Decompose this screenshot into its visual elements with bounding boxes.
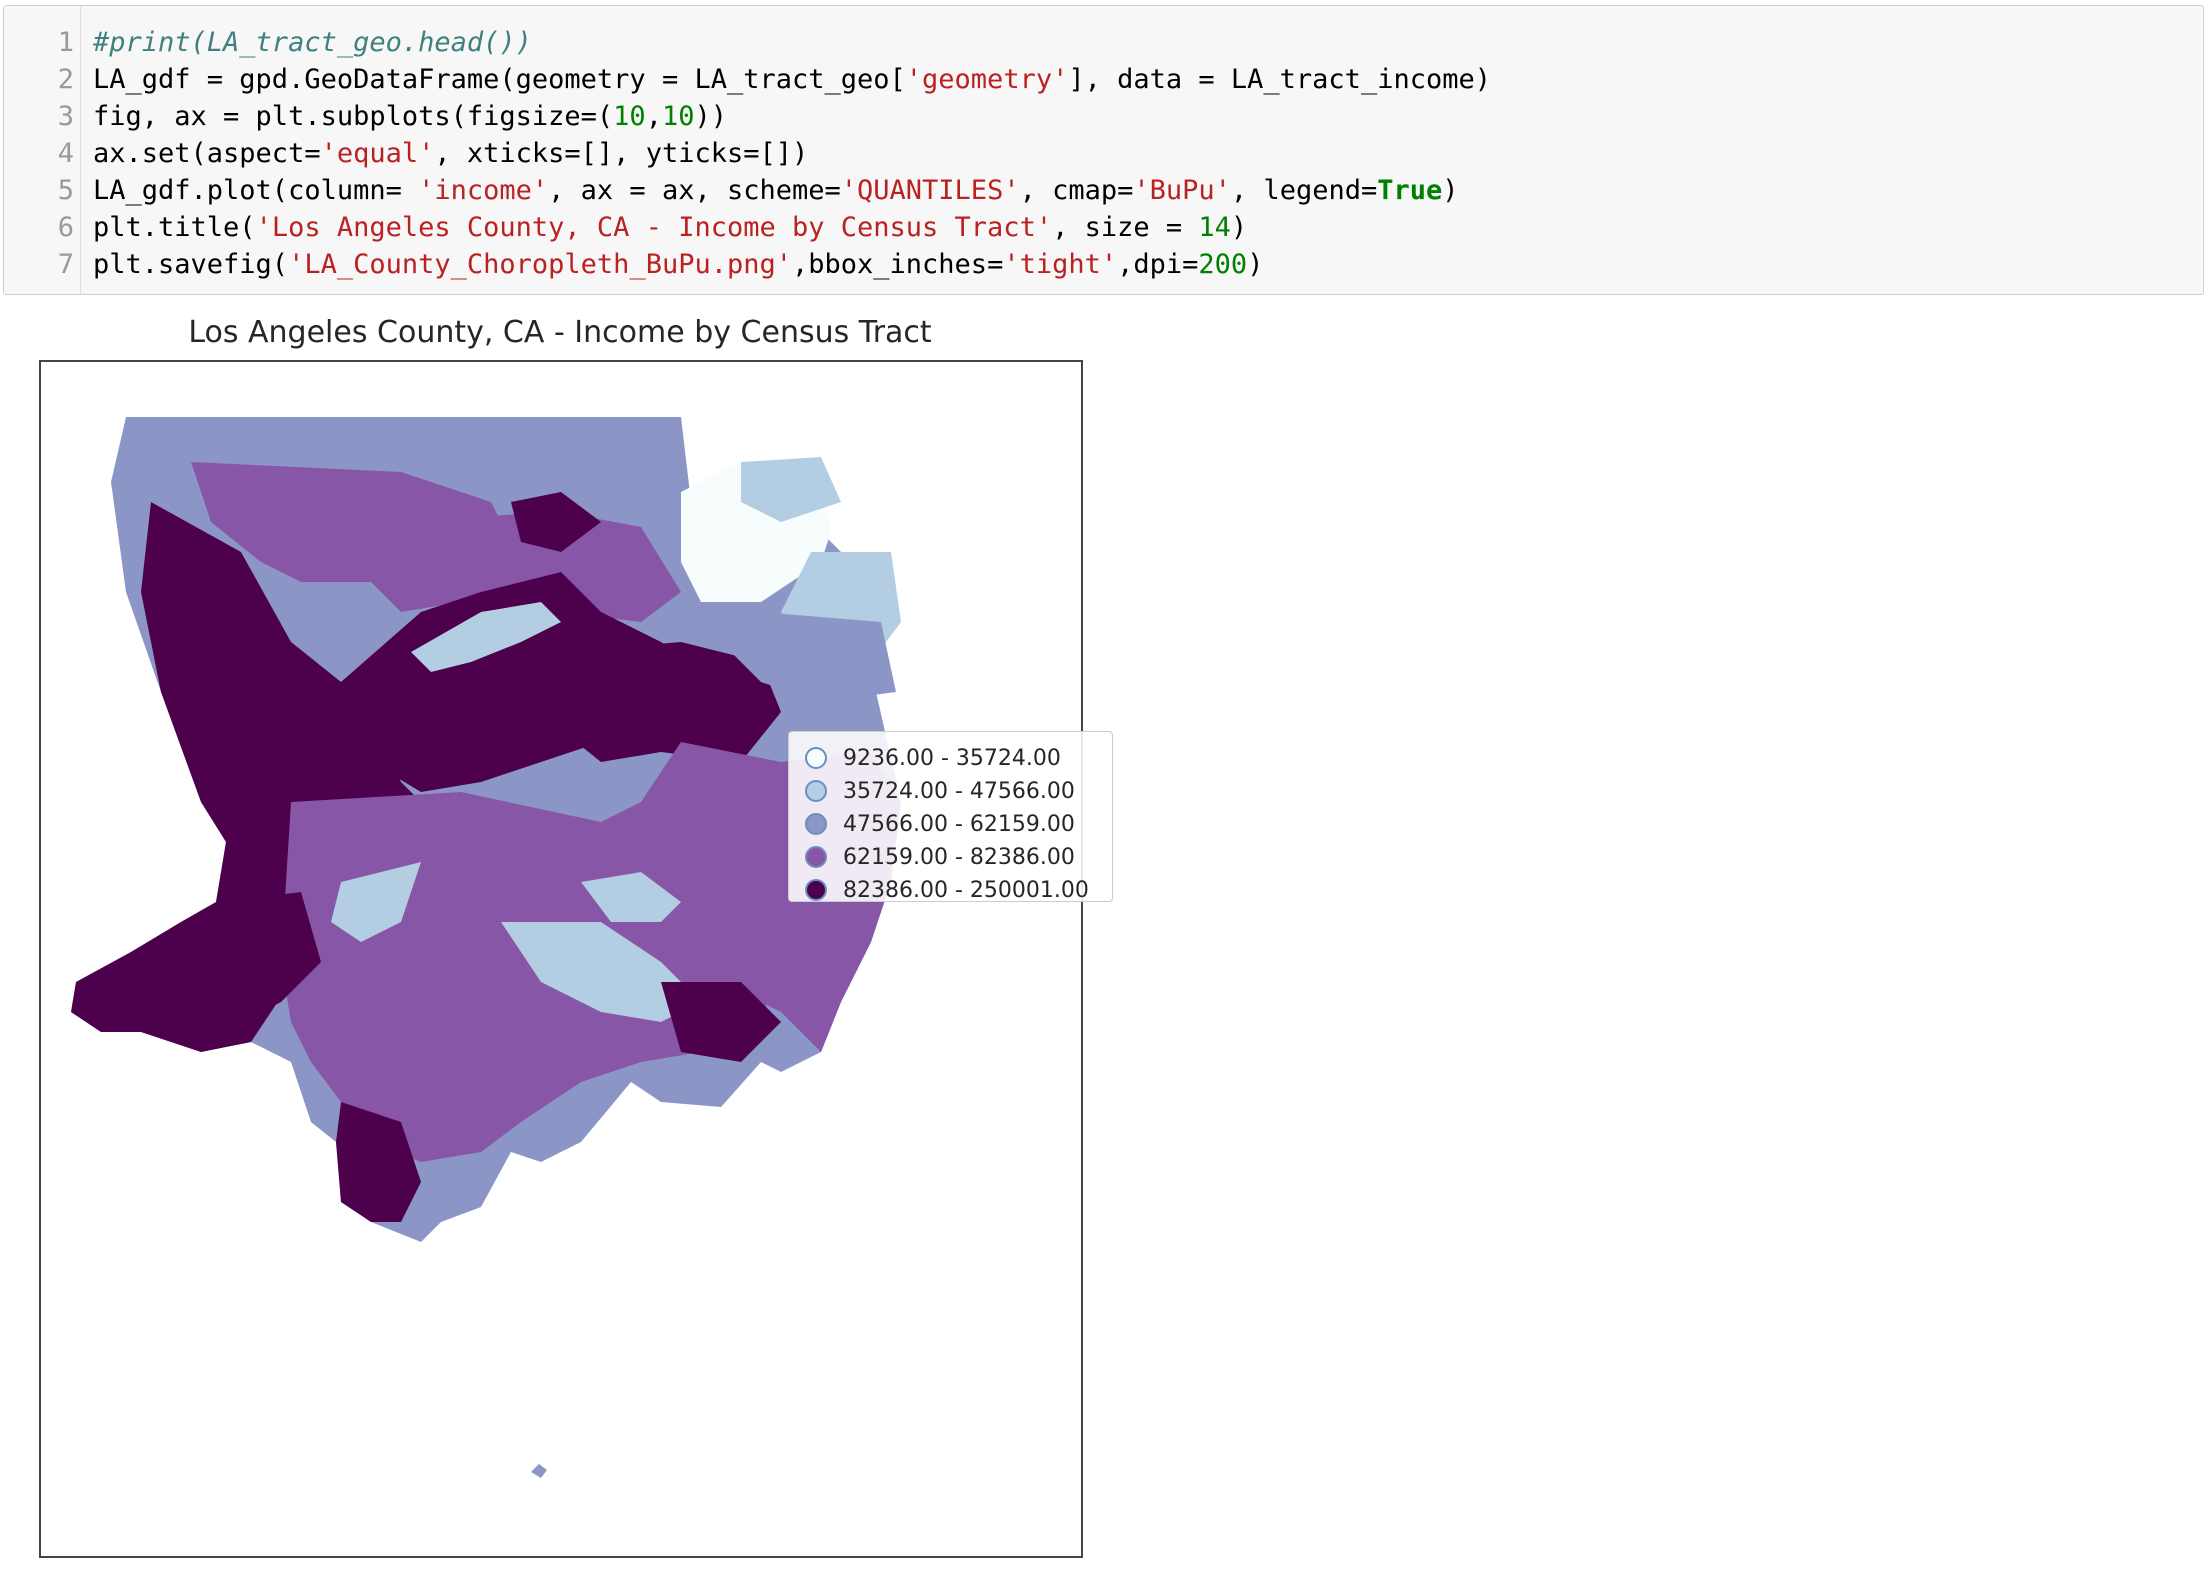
- code-token: LA_gdf.plot(column=: [93, 175, 419, 206]
- region-southwest-dark: [181, 892, 321, 1022]
- code-token: 'equal': [320, 138, 435, 169]
- legend-label: 62159.00 - 82386.00: [843, 844, 1075, 870]
- code-token: ], data = LA_tract_income): [1068, 64, 1491, 95]
- code-line: plt.savefig('LA_County_Choropleth_BuPu.p…: [93, 246, 1263, 283]
- code-line: #print(LA_tract_geo.head()): [93, 24, 532, 61]
- code-token: ax.set(aspect=: [93, 138, 321, 169]
- region-light-streak: [411, 602, 561, 672]
- legend-item: 62159.00 - 82386.00: [805, 842, 1075, 872]
- legend-marker-icon: [805, 780, 827, 802]
- legend-marker-icon: [805, 747, 827, 769]
- code-token: , cmap=: [1019, 175, 1134, 206]
- code-token: 'tight': [1003, 249, 1118, 280]
- line-number-gutter: [4, 6, 81, 294]
- region-peninsula-dark: [336, 1102, 421, 1222]
- legend-label: 9236.00 - 35724.00: [843, 745, 1061, 771]
- map-legend: 9236.00 - 35724.00 35724.00 - 47566.00 4…: [788, 731, 1113, 905]
- legend-item: 47566.00 - 62159.00: [805, 809, 1075, 839]
- island-catalina: [531, 1464, 547, 1478]
- region-top-dark: [511, 492, 601, 552]
- code-line: ax.set(aspect='equal', xticks=[], yticks…: [93, 135, 808, 172]
- code-token: True: [1377, 175, 1443, 206]
- code-token: ): [1230, 212, 1248, 243]
- plot-title: Los Angeles County, CA - Income by Censu…: [188, 315, 932, 350]
- legend-item: 82386.00 - 250001.00: [805, 875, 1089, 905]
- legend-item: 35724.00 - 47566.00: [805, 776, 1075, 806]
- line-number: 2: [57, 64, 74, 95]
- code-token: #print(LA_tract_geo.head()): [93, 27, 532, 58]
- region-ne-blue: [741, 457, 841, 522]
- code-line: LA_gdf = gpd.GeoDataFrame(geometry = LA_…: [93, 61, 1491, 98]
- region-basin-blue2: [331, 862, 421, 942]
- legend-label: 82386.00 - 250001.00: [843, 877, 1089, 903]
- legend-marker-icon: [805, 813, 827, 835]
- line-number: 7: [57, 249, 74, 280]
- code-token: 'LA_County_Choropleth_BuPu.png': [288, 249, 792, 280]
- code-token: ,dpi=: [1117, 249, 1199, 280]
- code-line: fig, ax = plt.subplots(figsize=(10,10)): [93, 98, 727, 135]
- code-token: 'QUANTILES': [840, 175, 1020, 206]
- line-number: 3: [57, 101, 74, 132]
- region-south-dark: [661, 982, 781, 1062]
- legend-item: 9236.00 - 35724.00: [805, 743, 1061, 773]
- code-token: ): [1247, 249, 1264, 280]
- legend-marker-icon: [805, 879, 827, 901]
- code-token: plt.savefig(: [93, 249, 289, 280]
- legend-label: 47566.00 - 62159.00: [843, 811, 1075, 837]
- code-token: , legend=: [1230, 175, 1378, 206]
- code-token: , xticks=[], yticks=[]): [434, 138, 809, 169]
- map-axes: 9236.00 - 35724.00 35724.00 - 47566.00 4…: [39, 360, 1113, 1558]
- line-number: 4: [57, 138, 74, 169]
- region-ne-mid2: [731, 612, 896, 702]
- region-basin-blue: [501, 922, 701, 1022]
- code-token: 10: [661, 101, 695, 132]
- code-token: 'BuPu': [1133, 175, 1231, 206]
- line-number: 5: [57, 175, 74, 206]
- code-token: 'geometry': [905, 64, 1069, 95]
- line-number: 6: [57, 212, 74, 243]
- code-token: )): [694, 101, 727, 132]
- region-central-dark-2: [551, 642, 781, 762]
- code-token: 10: [613, 101, 646, 132]
- code-token: ,bbox_inches=: [792, 249, 1004, 280]
- choropleth-map: [71, 417, 901, 1478]
- code-token: LA_gdf = gpd.GeoDataFrame(geometry = LA_…: [93, 64, 906, 95]
- code-token: , ax = ax, scheme=: [548, 175, 841, 206]
- code-token: 14: [1198, 212, 1231, 243]
- code-line: plt.title('Los Angeles County, CA - Inco…: [93, 209, 1247, 246]
- region-se-light: [581, 872, 681, 922]
- line-number: 1: [57, 27, 74, 58]
- code-token: 'Los Angeles County, CA - Income by Cens…: [255, 212, 1053, 243]
- code-token: , size =: [1052, 212, 1199, 243]
- code-token: ): [1442, 175, 1459, 206]
- legend-marker-icon: [805, 846, 827, 868]
- region-north-2: [371, 512, 681, 622]
- code-line: LA_gdf.plot(column= 'income', ax = ax, s…: [93, 172, 1459, 209]
- legend-label: 35724.00 - 47566.00: [843, 778, 1075, 804]
- code-token: plt.title(: [93, 212, 256, 243]
- code-token: fig, ax = plt.subplots(figsize=(: [93, 101, 614, 132]
- code-token: 'income': [418, 175, 549, 206]
- code-token: 200: [1198, 249, 1248, 280]
- code-cell[interactable]: 1 2 3 4 5 6 7 #print(LA_tract_geo.head()) LA_gd…: [3, 5, 2204, 295]
- code-token: ,: [645, 101, 662, 132]
